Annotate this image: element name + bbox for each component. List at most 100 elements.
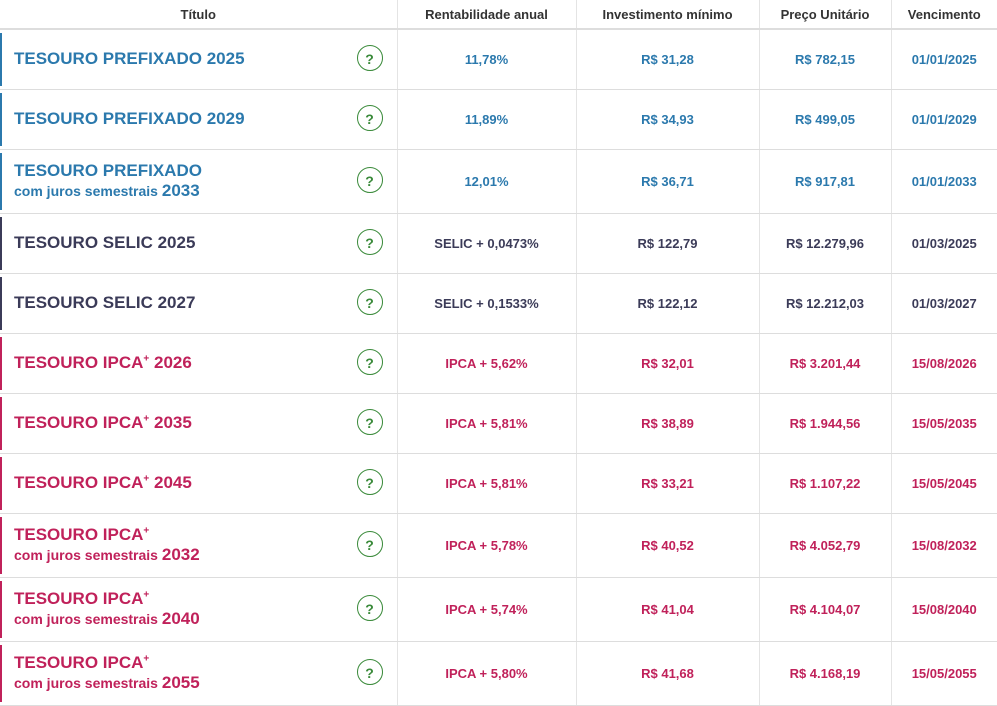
table-body: TESOURO PREFIXADO 2025? 11,78% R$ 31,28 R$ … <box>0 29 997 706</box>
help-icon[interactable]: ? <box>356 349 383 375</box>
help-icon[interactable]: ? <box>356 469 383 495</box>
bond-name-line: TESOURO IPCA+ <box>0 653 397 673</box>
rate-cell: 11,89% <box>396 89 576 150</box>
help-icon[interactable]: ? <box>356 45 383 72</box>
bond-name: TESOURO SELIC <box>14 233 153 252</box>
due-cell: 15/05/2045 <box>890 453 997 514</box>
help-icon[interactable]: ? <box>356 229 383 255</box>
rate-cell: SELIC + 0,0473% <box>396 213 576 274</box>
bond-name: TESOURO IPCA <box>14 413 144 432</box>
rate-cell: IPCA + 5,81% <box>396 453 576 514</box>
due-cell: 01/01/2033 <box>890 149 997 214</box>
bond-row: TESOURO IPCA+ com juros semestrais 2032? I… <box>0 513 997 578</box>
subtitle-line: com juros semestrais 2040 <box>0 609 397 629</box>
min-cell: R$ 32,01 <box>575 333 759 394</box>
row-accent <box>0 33 2 86</box>
due-cell: 15/08/2026 <box>890 333 997 394</box>
subtitle: com juros semestrais <box>14 675 158 691</box>
min-cell: R$ 122,79 <box>575 213 759 274</box>
rate-cell: IPCA + 5,62% <box>396 333 576 394</box>
bond-year: 2033 <box>161 181 200 200</box>
bond-row: TESOURO PREFIXADO 2029? 11,89% R$ 34,93 R$ … <box>0 89 997 150</box>
bond-name-line: TESOURO IPCA+ <box>0 525 397 545</box>
row-accent <box>0 516 2 574</box>
help-icon[interactable]: ? <box>356 167 383 193</box>
superscript: + <box>143 589 150 601</box>
bond-year: 2045 <box>153 473 192 492</box>
due-cell: 15/08/2032 <box>890 513 997 578</box>
price-cell: R$ 499,05 <box>758 89 891 150</box>
help-icon[interactable]: ? <box>356 289 383 315</box>
row-accent <box>0 644 2 702</box>
min-cell: R$ 40,52 <box>575 513 759 578</box>
bond-row: TESOURO PREFIXADO 2025? 11,78% R$ 31,28 R$ … <box>0 29 997 90</box>
due-cell: 01/01/2029 <box>890 89 997 150</box>
min-cell: R$ 31,28 <box>575 29 759 90</box>
bond-year: 2040 <box>161 609 200 628</box>
min-cell: R$ 33,21 <box>575 453 759 514</box>
price-cell: R$ 3.201,44 <box>758 333 891 394</box>
column-header: Preço Unitário <box>758 0 891 30</box>
subtitle: com juros semestrais <box>14 547 158 563</box>
bond-year: 2025 <box>206 49 245 69</box>
subtitle-line: com juros semestrais 2032 <box>0 545 397 565</box>
title-cell: TESOURO IPCA+ 2035? <box>0 393 397 454</box>
bond-name: TESOURO IPCA <box>14 589 144 608</box>
due-cell: 15/08/2040 <box>890 577 997 642</box>
bond-name: TESOURO PREFIXADO <box>14 161 202 180</box>
title-cell: TESOURO IPCA+ com juros semestrais 2032? <box>0 513 397 578</box>
bond-year: 2027 <box>157 293 196 312</box>
help-icon[interactable]: ? <box>356 105 383 131</box>
due-cell: 15/05/2055 <box>890 641 997 706</box>
row-accent <box>0 336 2 390</box>
bond-row: TESOURO PREFIXADO com juros semestrais 20… <box>0 149 997 214</box>
due-cell: 01/01/2025 <box>890 29 997 90</box>
bond-name-line: TESOURO IPCA+ 2045 <box>0 473 397 493</box>
subtitle: com juros semestrais <box>14 183 158 199</box>
bond-year: 2035 <box>153 413 192 432</box>
bond-name: TESOURO IPCA <box>14 525 144 544</box>
rate-cell: IPCA + 5,81% <box>396 393 576 454</box>
help-icon[interactable]: ? <box>356 659 383 685</box>
min-cell: R$ 34,93 <box>575 89 759 150</box>
row-accent <box>0 152 2 210</box>
column-header: Investimento mínimo <box>575 0 759 30</box>
bond-name: TESOURO IPCA <box>14 653 144 672</box>
bond-name-line: TESOURO IPCA+ 2026 <box>0 353 397 373</box>
rate-cell: SELIC + 0,1533% <box>396 273 576 334</box>
price-cell: R$ 12.212,03 <box>758 273 891 334</box>
title-cell: TESOURO IPCA+ 2026? <box>0 333 397 394</box>
title-cell: TESOURO PREFIXADO com juros semestrais 20… <box>0 149 397 214</box>
bond-name: TESOURO SELIC <box>14 293 153 312</box>
row-accent <box>0 580 2 638</box>
bond-name: TESOURO IPCA <box>14 353 144 372</box>
bond-row: TESOURO IPCA+ 2035? IPCA + 5,81% R$ 38,89 R… <box>0 393 997 454</box>
price-cell: R$ 4.052,79 <box>758 513 891 578</box>
title-cell: TESOURO PREFIXADO 2025? <box>0 29 397 90</box>
bond-row: TESOURO IPCA+ com juros semestrais 2055? I… <box>0 641 997 706</box>
price-cell: R$ 782,15 <box>758 29 891 90</box>
bond-name-line: TESOURO SELIC 2027 <box>0 293 397 313</box>
bond-year: 2026 <box>153 353 192 372</box>
help-icon[interactable]: ? <box>356 595 383 621</box>
bond-year: 2025 <box>157 233 196 252</box>
column-header: Rentabilidade anual <box>396 0 576 30</box>
bond-name: TESOURO PREFIXADO <box>14 109 202 128</box>
bond-name: TESOURO IPCA <box>14 473 144 492</box>
row-accent <box>0 276 2 330</box>
rate-cell: IPCA + 5,78% <box>396 513 576 578</box>
help-icon[interactable]: ? <box>356 409 383 435</box>
help-icon[interactable]: ? <box>356 531 383 557</box>
bond-name: TESOURO PREFIXADO <box>14 49 202 69</box>
min-cell: R$ 41,04 <box>575 577 759 642</box>
title-cell: TESOURO IPCA+ com juros semestrais 2040? <box>0 577 397 642</box>
title-cell: TESOURO PREFIXADO 2029? <box>0 89 397 150</box>
due-cell: 01/03/2027 <box>890 273 997 334</box>
bond-row: TESOURO SELIC 2027? SELIC + 0,1533% R$ 122… <box>0 273 997 334</box>
bond-row: TESOURO IPCA+ com juros semestrais 2040? I… <box>0 577 997 642</box>
rate-cell: 11,78% <box>396 29 576 90</box>
superscript: + <box>143 473 150 485</box>
row-accent <box>0 216 2 270</box>
price-cell: R$ 4.168,19 <box>758 641 891 706</box>
min-cell: R$ 122,12 <box>575 273 759 334</box>
